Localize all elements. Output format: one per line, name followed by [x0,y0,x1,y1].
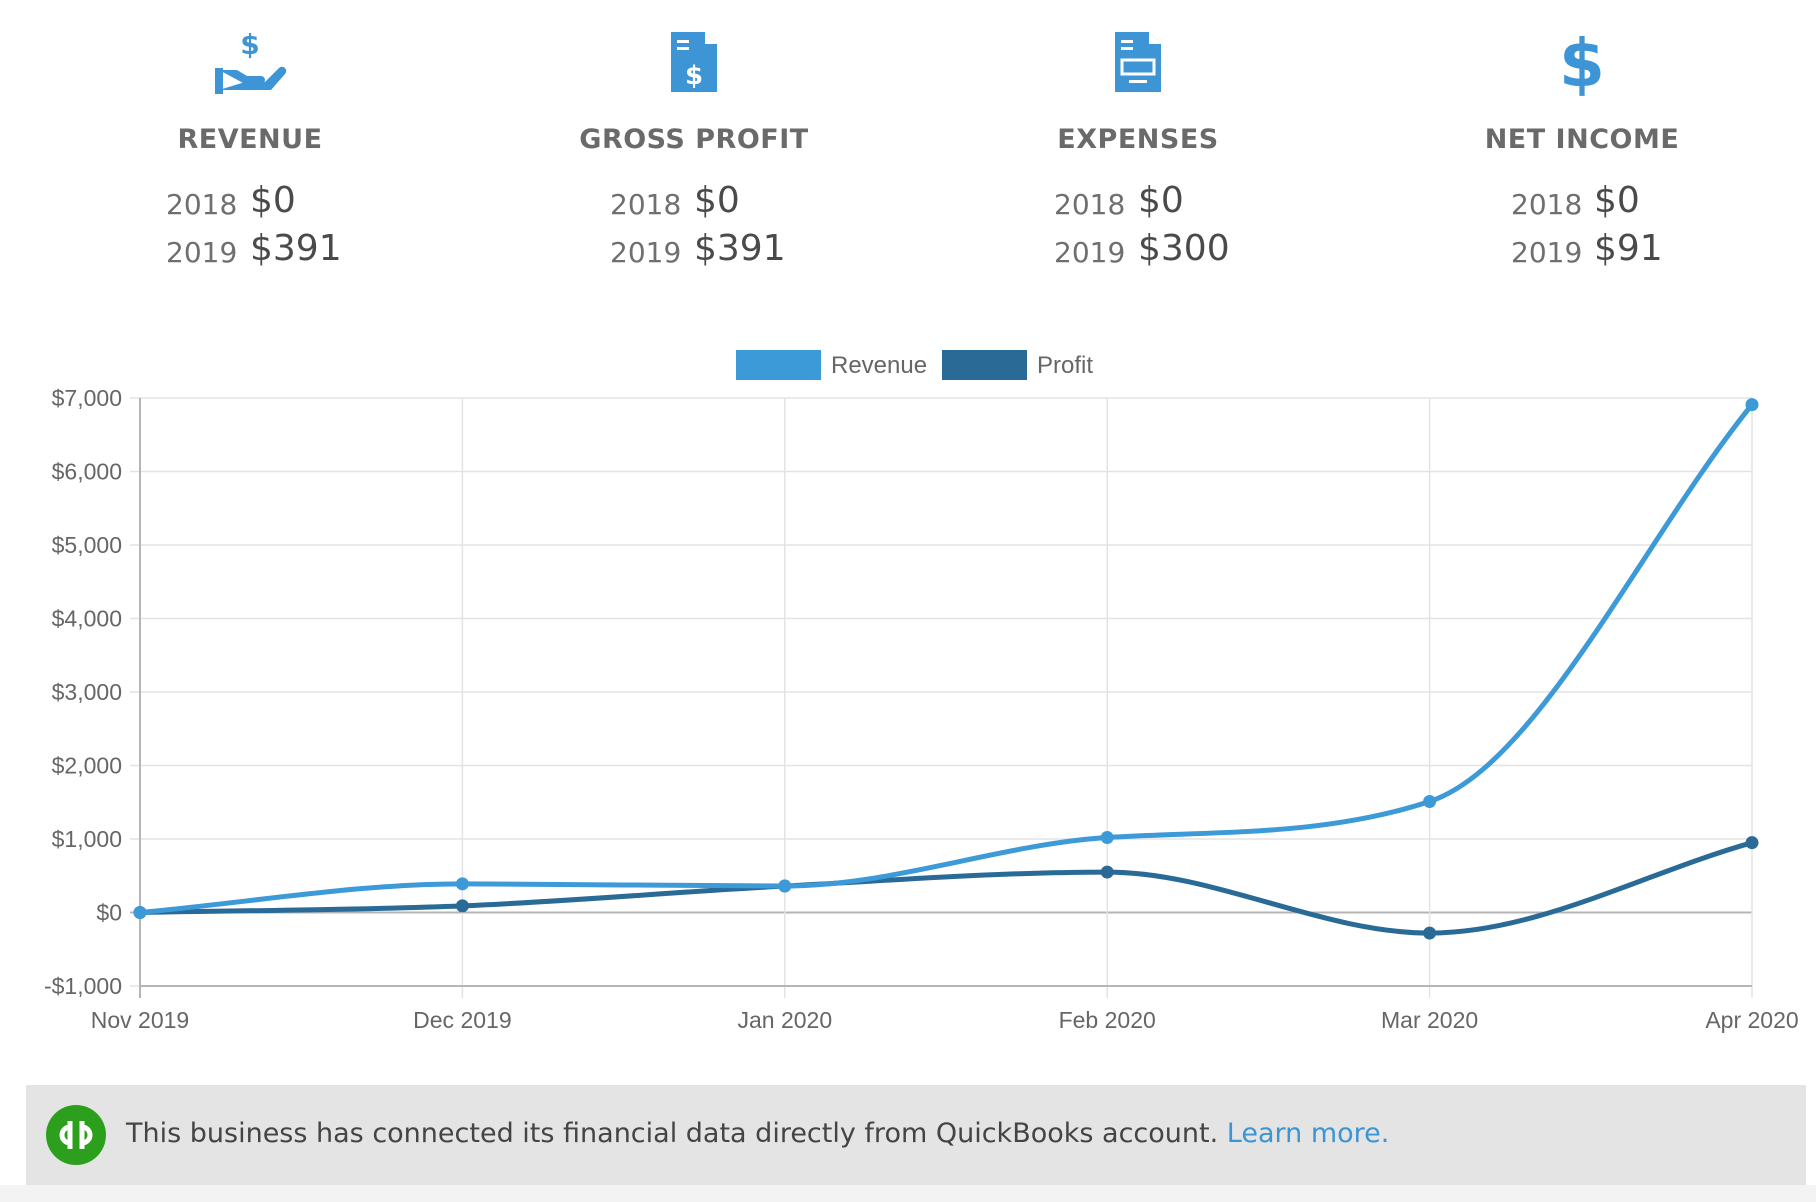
stat-row-2018: 2018 $0 [1372,180,1792,224]
stat-year: 2018 [1054,188,1126,221]
stat-value: $91 [1594,228,1663,269]
legend-label-profit[interactable]: Profit [1037,352,1094,379]
chart-axes: $7,000 $6,000 $5,000 $4,000 $3,000 $2,000 $1,0… [44,385,1799,1033]
stat-year: 2018 [166,188,238,221]
stat-value: $0 [1138,180,1184,221]
y-tick-label: $3,000 [52,679,122,705]
stat-label: NET INCOME [1484,124,1680,155]
y-tick-label: $5,000 [52,532,122,558]
stat-value: $300 [1138,228,1230,269]
stat-value: $391 [250,228,342,269]
line-chart: $7,000 $6,000 $5,000 $4,000 $3,000 $2,000 $1,0… [44,385,1799,1033]
stat-value: $0 [1594,180,1640,221]
y-tick-label: $6,000 [52,459,122,485]
stat-expenses: EXPENSES 2018 $0 2019 $300 [928,0,1348,290]
stat-row-2018: 2018 $0 [484,180,904,224]
stat-row-2019: 2019 $391 [40,228,460,272]
stat-gross-profit: $ GROSS PROFIT 2018 $0 2019 $391 [484,0,904,290]
stat-net-income: $ NET INCOME 2018 $0 2019 $91 [1372,0,1792,290]
y-tick-label: $1,000 [52,826,122,852]
y-tick-label: $4,000 [52,606,122,632]
dollar-sign-icon: $ [1545,26,1619,96]
y-tick-label: $2,000 [52,753,122,779]
revenue-point [778,879,792,893]
stat-label: EXPENSES [1057,124,1219,155]
stat-row-2019: 2019 $91 [1372,228,1792,272]
banner-text: This business has connected its financia… [126,1118,1389,1149]
quickbooks-banner: This business has connected its financia… [26,1085,1806,1185]
y-tick-label: $0 [96,900,122,926]
stat-year: 2019 [610,236,682,269]
y-tick-label: -$1,000 [44,973,122,999]
stat-row-2019: 2019 $391 [484,228,904,272]
svg-text:$: $ [685,61,703,91]
banner-message: This business has connected its financia… [126,1118,1219,1149]
svg-text:$: $ [1559,26,1605,96]
revenue-point [1423,795,1437,809]
profit-point [1423,926,1437,940]
profit-point [455,899,469,913]
revenue-point [133,906,147,919]
stat-label: GROSS PROFIT [579,124,809,155]
stat-value: $391 [694,228,786,269]
stat-value: $0 [694,180,740,221]
learn-more-link[interactable]: Learn more. [1226,1118,1390,1149]
receipt-icon [1101,26,1175,96]
x-tick-label: Mar 2020 [1381,1007,1478,1033]
x-tick-label: Jan 2020 [737,1007,832,1033]
stat-year: 2019 [1054,236,1126,269]
bottom-strip [0,1185,1816,1202]
stat-row-2018: 2018 $0 [928,180,1348,224]
stat-row-2018: 2018 $0 [40,180,460,224]
profit-line [137,840,1755,936]
x-tick-label: Feb 2020 [1059,1007,1156,1033]
quickbooks-logo-icon [46,1105,106,1165]
legend-swatch-profit[interactable] [942,350,1027,380]
profit-point [1100,865,1114,879]
stat-label: REVENUE [177,124,323,155]
stat-revenue: $ REVENUE 2018 $0 2019 $391 [40,0,460,290]
invoice-dollar-icon: $ [657,26,731,96]
profit-point [1745,836,1759,850]
stat-year: 2019 [1511,236,1583,269]
legend-swatch-revenue[interactable] [736,350,821,380]
stat-year: 2018 [610,188,682,221]
revenue-point [1745,398,1759,412]
stat-year: 2018 [1511,188,1583,221]
stat-row-2019: 2019 $300 [928,228,1348,272]
stat-year: 2019 [166,236,238,269]
svg-text:$: $ [240,28,259,61]
x-tick-label: Dec 2019 [413,1007,511,1033]
x-tick-label: Nov 2019 [91,1007,189,1033]
hand-dollar-icon: $ [213,26,287,96]
revenue-point [455,877,469,891]
x-tick-label: Apr 2020 [1705,1007,1798,1033]
revenue-point [1100,831,1114,845]
revenue-line [137,402,1755,915]
legend-label-revenue[interactable]: Revenue [831,352,928,379]
y-tick-label: $7,000 [52,385,122,411]
stat-value: $0 [250,180,296,221]
chart-series [133,398,1759,940]
